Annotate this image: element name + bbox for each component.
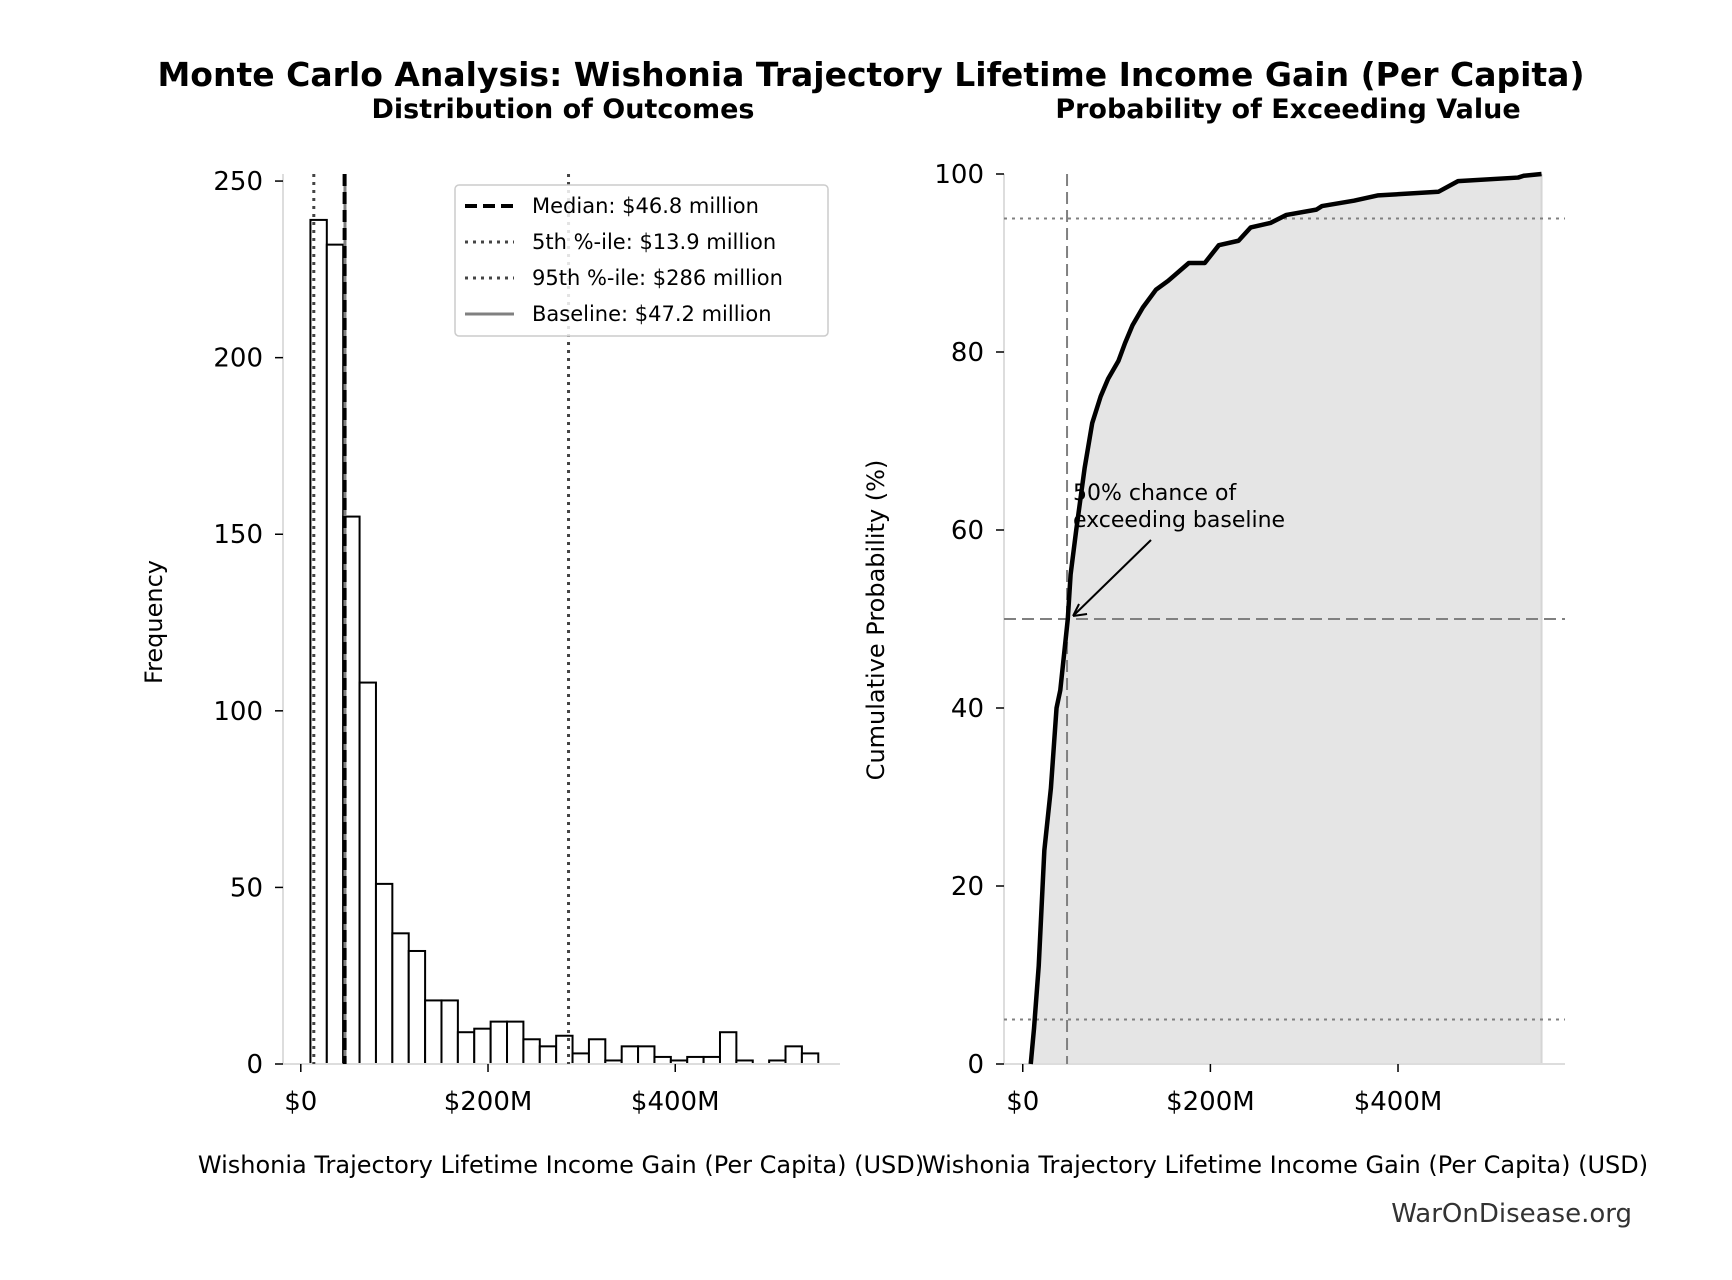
- histogram-bar: [702, 1055, 721, 1066]
- y-tick-label: 50: [230, 873, 263, 903]
- annotation-text: exceeding baseline: [1073, 508, 1285, 533]
- x-tick-label: $200M: [444, 1087, 533, 1117]
- x-tick-label: $400M: [631, 1087, 720, 1117]
- histogram-bar: [555, 1034, 574, 1065]
- cdf-line: [1028, 171, 1542, 1065]
- cdf-fill-area: [1030, 174, 1542, 1064]
- watermark: WarOnDisease.org: [1391, 1199, 1632, 1229]
- y-tick-label: 80: [951, 338, 984, 368]
- annotation-arrow: [1072, 539, 1152, 617]
- arrow-head-icon: [1072, 603, 1088, 617]
- histogram-bar: [620, 1045, 640, 1066]
- y-tick-label: 40: [951, 694, 984, 724]
- histogram-ylabel: Frequency: [140, 560, 168, 684]
- histogram-bar: [784, 1045, 803, 1066]
- histogram-bar: [800, 1052, 820, 1066]
- histogram-bar: [506, 1020, 525, 1065]
- histogram-bar: [456, 1031, 476, 1065]
- y-tick-label: 0: [246, 1050, 263, 1080]
- y-tick-label: 60: [951, 516, 984, 546]
- histogram-bar: [407, 949, 427, 1066]
- histogram-bar: [309, 218, 328, 1065]
- histogram-xlabel: Wishonia Trajectory Lifetime Income Gain…: [198, 1151, 924, 1179]
- legend-label: Baseline: $47.2 million: [532, 302, 772, 326]
- y-tick-label: 20: [951, 872, 984, 902]
- histogram-bar: [718, 1031, 738, 1065]
- figure-title: Monte Carlo Analysis: Wishonia Trajector…: [157, 55, 1584, 94]
- histogram-bar: [571, 1052, 590, 1066]
- legend-label: Median: $46.8 million: [532, 194, 759, 218]
- x-tick-label: $0: [284, 1087, 317, 1117]
- histogram-bar: [391, 932, 410, 1065]
- y-tick-label: 100: [213, 697, 263, 727]
- histogram-bar: [522, 1038, 541, 1066]
- y-tick-label: 100: [934, 160, 984, 190]
- histogram-bar: [637, 1045, 656, 1066]
- cdf-panel: Probability of Exceeding Value Wishonia …: [862, 94, 1648, 1179]
- histogram-bar: [489, 1020, 509, 1065]
- y-tick-label: 250: [213, 167, 263, 197]
- histogram-bar: [538, 1045, 558, 1066]
- histogram-panel: Distribution of Outcomes Wishonia Trajec…: [140, 94, 924, 1179]
- histogram-bar: [424, 999, 443, 1066]
- x-tick-label: $200M: [1166, 1087, 1255, 1117]
- x-tick-label: $0: [1006, 1087, 1039, 1117]
- y-tick-label: 150: [213, 520, 263, 550]
- cdf-xlabel: Wishonia Trajectory Lifetime Income Gain…: [922, 1151, 1648, 1179]
- y-tick-label: 200: [213, 344, 263, 374]
- histogram-bar: [440, 999, 459, 1066]
- annotation-text: 50% chance of: [1073, 481, 1237, 506]
- legend-box: [454, 184, 829, 337]
- histogram-bar: [686, 1055, 705, 1066]
- y-tick-label: 0: [967, 1050, 984, 1080]
- x-tick-label: $400M: [1354, 1087, 1443, 1117]
- histogram-subtitle: Distribution of Outcomes: [372, 94, 755, 125]
- histogram-bar: [653, 1055, 672, 1066]
- cdf-subtitle: Probability of Exceeding Value: [1055, 94, 1520, 125]
- legend-label: 5th %-ile: $13.9 million: [532, 230, 776, 254]
- histogram-bar: [358, 681, 377, 1065]
- histogram-bar: [587, 1038, 607, 1066]
- histogram-bar: [325, 243, 345, 1065]
- histogram-bar: [473, 1027, 492, 1065]
- histogram-bar: [374, 882, 394, 1066]
- legend: Median: $46.8 million 5th %-ile: $13.9 mi…: [454, 184, 829, 337]
- cdf-ylabel: Cumulative Probability (%): [862, 460, 890, 781]
- legend-label: 95th %-ile: $286 million: [532, 266, 783, 290]
